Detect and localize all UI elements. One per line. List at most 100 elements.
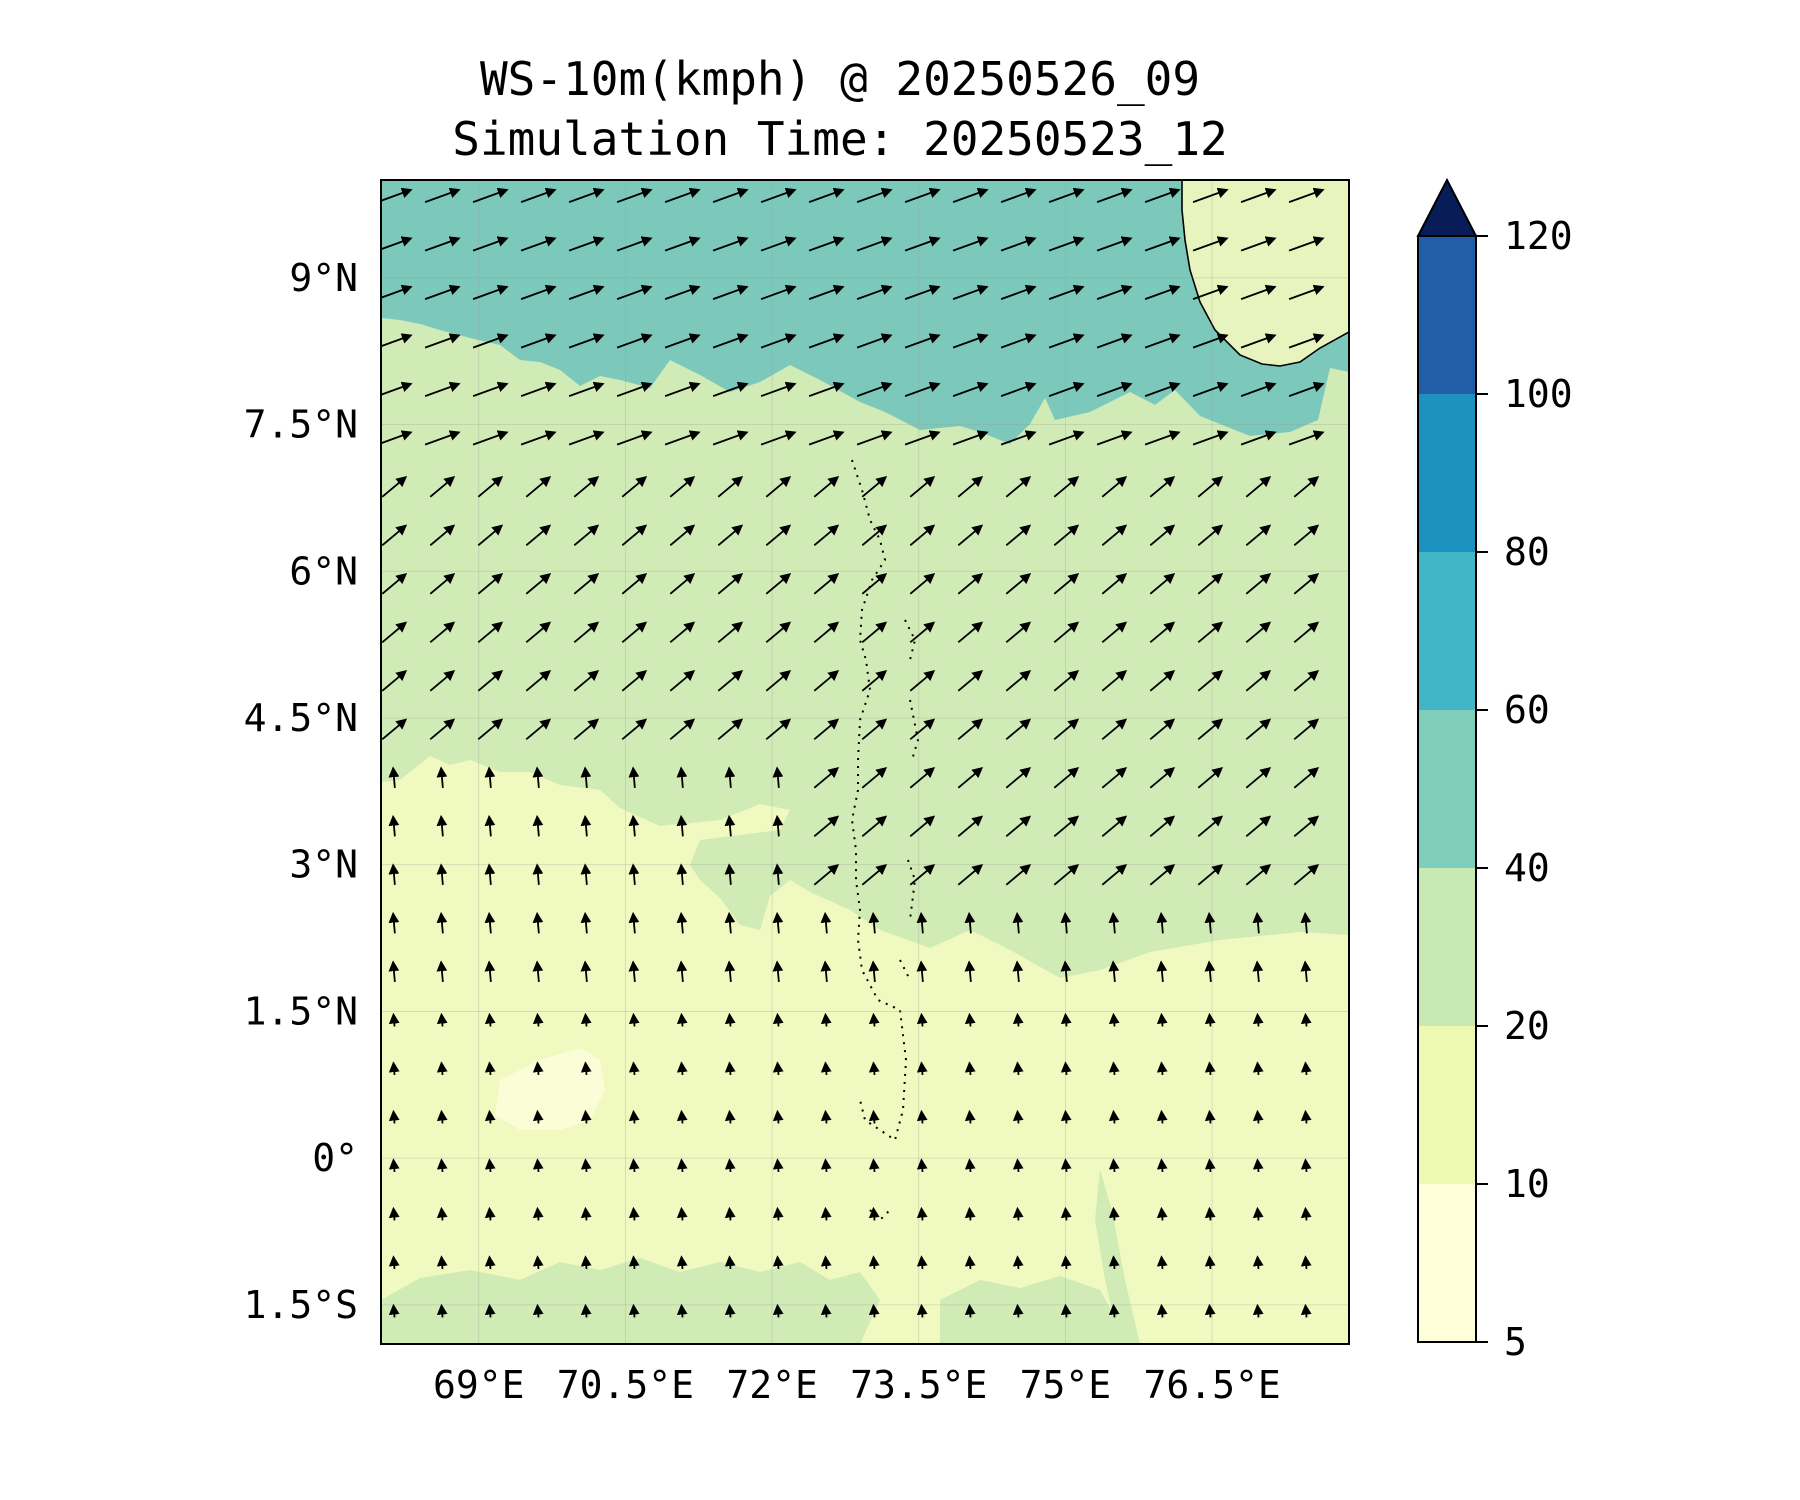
- wind-arrow: [1240, 187, 1277, 204]
- wind-arrow: [1197, 718, 1224, 741]
- wind-arrow: [868, 1158, 880, 1172]
- wind-arrow: [1060, 1206, 1072, 1221]
- wind-arrow: [1108, 1061, 1120, 1075]
- wind-arrow: [904, 381, 941, 398]
- wind-arrow: [724, 1303, 736, 1318]
- wind-arrow: [1192, 381, 1229, 398]
- wind-arrow: [1252, 1012, 1264, 1027]
- wind-arrow: [676, 863, 688, 885]
- wind-arrow: [1293, 573, 1320, 595]
- wind-arrow: [1252, 1303, 1264, 1318]
- wind-arrow: [669, 476, 696, 498]
- wind-arrow: [772, 960, 784, 982]
- wind-arrow: [1300, 1303, 1312, 1318]
- wind-arrow: [664, 381, 701, 398]
- wind-arrow: [1101, 815, 1128, 838]
- wind-arrow: [381, 381, 413, 396]
- wind-arrow: [724, 766, 736, 788]
- wind-arrow: [1000, 236, 1037, 252]
- wind-arrow: [388, 1303, 400, 1318]
- wind-arrow: [1252, 960, 1264, 982]
- wind-arrow: [957, 621, 984, 644]
- wind-arrow: [820, 1012, 832, 1027]
- colorbar-segment: [1418, 868, 1476, 1026]
- wind-arrow: [1192, 236, 1229, 252]
- wind-arrow: [580, 960, 592, 982]
- colorbar-tick-label: 80: [1504, 530, 1550, 574]
- colorbar-tick-label: 20: [1504, 1004, 1550, 1048]
- wind-arrow: [472, 381, 509, 398]
- wind-arrow: [1204, 960, 1216, 982]
- wind-arrow: [484, 863, 496, 885]
- wind-arrow: [1012, 1109, 1024, 1124]
- wind-arrow: [909, 815, 936, 838]
- wind-arrow: [717, 670, 744, 692]
- wind-arrow: [1197, 573, 1224, 595]
- wind-arrow: [664, 430, 701, 446]
- wind-arrow: [861, 815, 888, 838]
- wind-arrow: [1000, 284, 1037, 301]
- wind-arrow: [916, 1012, 928, 1027]
- wind-arrow: [1149, 718, 1176, 741]
- wind-arrow: [1060, 1109, 1072, 1124]
- wind-arrow: [628, 960, 640, 982]
- wind-arrow: [808, 430, 845, 446]
- wind-arrow: [861, 864, 888, 886]
- wind-arrow: [424, 236, 461, 252]
- longitude-axis: 69°E 70.5°E 72°E 73.5°E 75°E 76.5°E: [433, 1363, 1281, 1407]
- longitude-tick-label: 72°E: [726, 1363, 818, 1407]
- wind-arrow: [616, 333, 653, 349]
- wind-arrow: [820, 960, 832, 982]
- wind-arrow: [1252, 911, 1264, 934]
- wind-arrow: [381, 236, 413, 251]
- wind-arrow: [909, 670, 936, 692]
- wind-arrow: [532, 1158, 544, 1172]
- wind-arrow: [856, 333, 893, 349]
- wind-arrow: [964, 1061, 976, 1075]
- wind-arrow: [772, 1061, 784, 1075]
- wind-arrow: [1293, 476, 1320, 498]
- wind-arrow: [712, 381, 749, 398]
- wind-arrow: [1060, 1255, 1072, 1269]
- wind-arrow: [724, 814, 736, 837]
- colorbar-tick-label: 40: [1504, 846, 1550, 890]
- wind-arrow: [1156, 1303, 1168, 1318]
- wind-arrow: [820, 911, 832, 934]
- wind-arrow: [1156, 960, 1168, 982]
- wind-arrow: [580, 814, 592, 837]
- wind-arrow: [724, 1255, 736, 1269]
- wind-arrow: [1197, 621, 1224, 644]
- wind-arrow: [1005, 718, 1032, 741]
- longitude-tick-label: 70.5°E: [557, 1363, 694, 1407]
- wind-arrow: [676, 766, 688, 788]
- wind-arrow: [429, 670, 456, 692]
- wind-arrow: [1012, 960, 1024, 982]
- wind-arrow: [381, 284, 413, 299]
- wind-arrow: [856, 381, 893, 398]
- wind-arrow: [381, 573, 408, 595]
- wind-arrow: [856, 187, 893, 204]
- wind-arrow: [861, 524, 888, 547]
- wind-arrow: [1192, 430, 1229, 446]
- wind-arrow: [1060, 1158, 1072, 1172]
- colorbar-frame: [1417, 235, 1477, 1343]
- wind-arrow: [1204, 1158, 1216, 1172]
- wind-arrow: [1048, 381, 1085, 398]
- wind-arrow: [472, 430, 509, 446]
- wind-arrow: [717, 476, 744, 498]
- wind-arrow: [813, 621, 840, 644]
- wind-arrow: [1108, 960, 1120, 982]
- wind-arrow: [808, 381, 845, 398]
- wind-arrow: [1005, 767, 1032, 789]
- wind-arrow: [1005, 670, 1032, 692]
- map-subtitle: Simulation Time: 20250523_12: [452, 112, 1228, 166]
- wind-arrow: [1053, 524, 1080, 547]
- wind-arrow: [1053, 621, 1080, 644]
- wind-arrow: [772, 911, 784, 934]
- wind-arrow: [904, 284, 941, 301]
- latitude-tick-label: 1.5°S: [244, 1283, 358, 1327]
- wind-arrow: [1005, 864, 1032, 886]
- wind-arrow: [909, 718, 936, 741]
- colorbar-tick-label: 5: [1504, 1320, 1527, 1364]
- wind-arrow: [580, 1061, 592, 1075]
